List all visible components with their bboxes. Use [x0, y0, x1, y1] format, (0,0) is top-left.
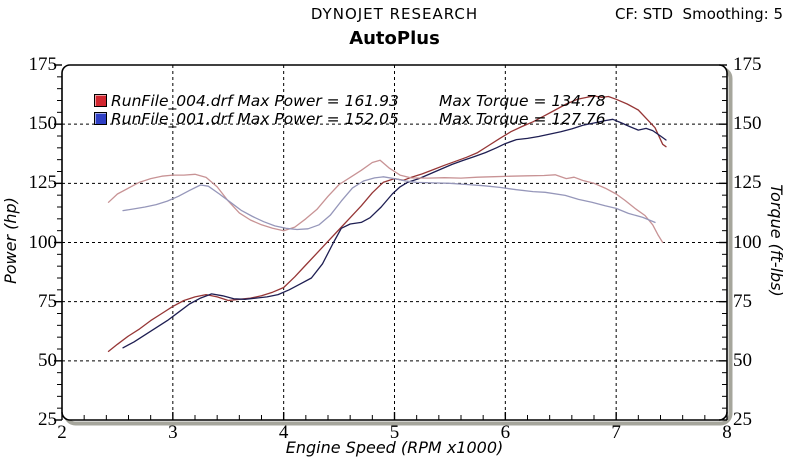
y-axis-title-torque: Torque (ft-lbs)	[767, 184, 786, 297]
legend-file-name: RunFile_004.drf	[111, 92, 233, 110]
page-title: AutoPlus	[349, 28, 440, 49]
legend-max-power: Max Power = 161.93	[237, 92, 399, 110]
legend-row-runfile-001: RunFile_001.drf Max Power = 152.05 Max To…	[94, 110, 606, 128]
gridlines	[62, 65, 727, 420]
y-tick-label-right-125: 125	[733, 172, 762, 194]
y-tick-label-left-25: 25	[38, 409, 57, 430]
y-tick-label-right-25: 25	[733, 409, 752, 430]
curve-power-runfile-001	[122, 118, 667, 349]
x-axis-title: Engine Speed (RPM x1000)	[285, 438, 504, 457]
legend-max-torque: Max Torque = 127.76	[439, 110, 606, 128]
legend-file-name: RunFile_001.drf	[111, 110, 233, 128]
y-tick-label-left-75: 75	[38, 290, 57, 312]
y-tick-label-left-150: 150	[28, 113, 58, 135]
x-tick-label-3: 3	[168, 422, 178, 443]
legend-swatch-blue	[94, 112, 107, 125]
y-tick-label-right-50: 50	[733, 349, 752, 371]
y-tick-label-right-100: 100	[733, 231, 762, 253]
y-tick-label-left-175: 175	[28, 54, 58, 75]
curve-torque-runfile-001	[122, 176, 656, 231]
legend-max-torque: Max Torque = 134.78	[439, 92, 606, 110]
legend-max-power: Max Power = 152.05	[237, 110, 399, 128]
y-tick-label-left-50: 50	[38, 349, 57, 371]
curve-torque-runfile-004	[107, 159, 664, 244]
chart-legend: RunFile_004.drf Max Power = 161.93 Max To…	[94, 92, 606, 128]
y-tick-label-right-75: 75	[733, 290, 752, 312]
y-tick-label-left-100: 100	[28, 231, 58, 253]
y-tick-label-right-175: 175	[733, 54, 762, 75]
x-tick-label-4: 4	[278, 422, 289, 443]
x-tick-label-6: 6	[500, 422, 511, 443]
y-axis-title-power: Power (hp)	[1, 197, 20, 284]
correction-smoothing-readout: CF: STD Smoothing: 5	[615, 5, 783, 23]
x-tick-label-5: 5	[389, 422, 400, 443]
x-tick-label-7: 7	[611, 422, 621, 443]
legend-swatch-red	[94, 94, 107, 107]
x-tick-label-8: 8	[722, 422, 732, 443]
legend-row-runfile-004: RunFile_004.drf Max Power = 161.93 Max To…	[94, 92, 606, 110]
axis-ticks	[54, 64, 728, 421]
brand-title: DYNOJET RESEARCH	[310, 5, 479, 23]
y-tick-label-right-150: 150	[733, 113, 762, 135]
x-tick-label-2: 2	[57, 422, 67, 443]
y-tick-label-left-125: 125	[28, 172, 58, 194]
